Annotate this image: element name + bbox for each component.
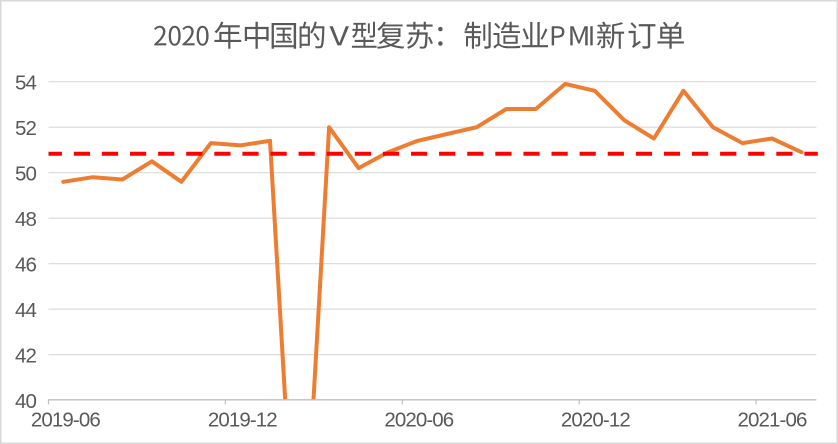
svg-text:2019-06: 2019-06: [31, 409, 100, 432]
svg-text:2021-06: 2021-06: [738, 409, 807, 432]
svg-text:2019-12: 2019-12: [208, 409, 277, 432]
svg-text:54: 54: [15, 71, 37, 94]
svg-text:50: 50: [15, 162, 37, 185]
svg-text:2020-12: 2020-12: [561, 409, 630, 432]
svg-text:46: 46: [15, 253, 37, 276]
svg-text:2020-06: 2020-06: [384, 409, 453, 432]
svg-text:44: 44: [15, 299, 37, 322]
svg-text:40: 40: [15, 390, 37, 413]
svg-text:48: 48: [15, 208, 37, 231]
svg-text:42: 42: [15, 344, 37, 367]
svg-text:52: 52: [15, 117, 37, 140]
